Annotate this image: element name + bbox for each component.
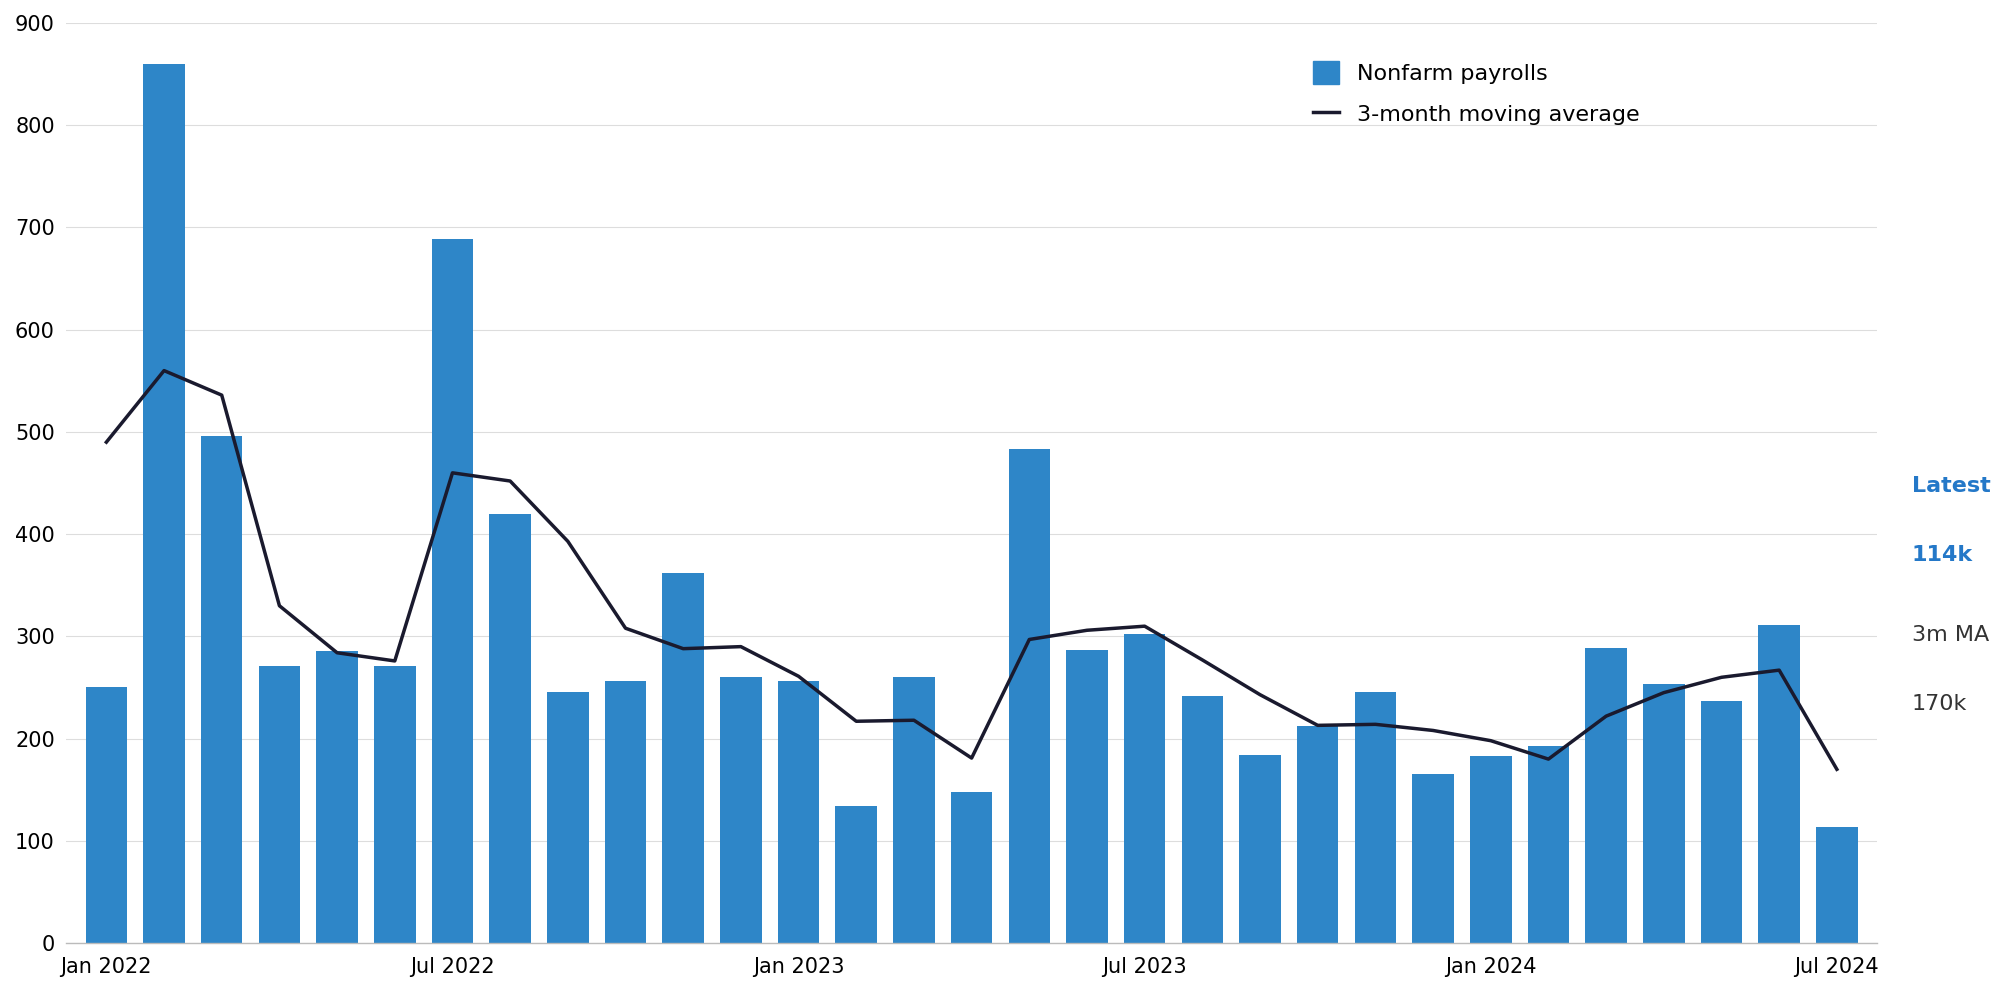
Bar — [1412, 775, 1454, 943]
Text: 3m MA: 3m MA — [1912, 625, 1990, 645]
Bar — [950, 792, 992, 943]
Bar — [548, 691, 588, 943]
Bar — [1700, 700, 1742, 943]
Bar — [604, 682, 646, 943]
Bar — [490, 514, 530, 943]
Text: Latest: Latest — [1912, 476, 1990, 496]
Bar — [144, 63, 184, 943]
Bar — [1296, 726, 1338, 943]
Bar — [1354, 691, 1396, 943]
Legend: Nonfarm payrolls, 3-month moving average: Nonfarm payrolls, 3-month moving average — [1304, 53, 1648, 134]
Bar — [1066, 650, 1108, 943]
Bar — [1470, 756, 1512, 943]
Bar — [1586, 648, 1626, 943]
Bar — [1240, 755, 1280, 943]
Bar — [1528, 746, 1570, 943]
Bar — [778, 682, 820, 943]
Bar — [1124, 634, 1166, 943]
Bar — [836, 806, 878, 943]
Bar — [1758, 625, 1800, 943]
Bar — [1816, 826, 1858, 943]
Bar — [1182, 695, 1224, 943]
Bar — [374, 666, 416, 943]
Text: 114k: 114k — [1912, 546, 1974, 565]
Bar — [1008, 449, 1050, 943]
Bar — [662, 573, 704, 943]
Bar — [200, 436, 242, 943]
Bar — [1644, 684, 1684, 943]
Text: 170k: 170k — [1912, 694, 1968, 714]
Bar — [86, 686, 128, 943]
Bar — [894, 678, 934, 943]
Bar — [258, 666, 300, 943]
Bar — [316, 651, 358, 943]
Bar — [432, 239, 474, 943]
Bar — [720, 678, 762, 943]
